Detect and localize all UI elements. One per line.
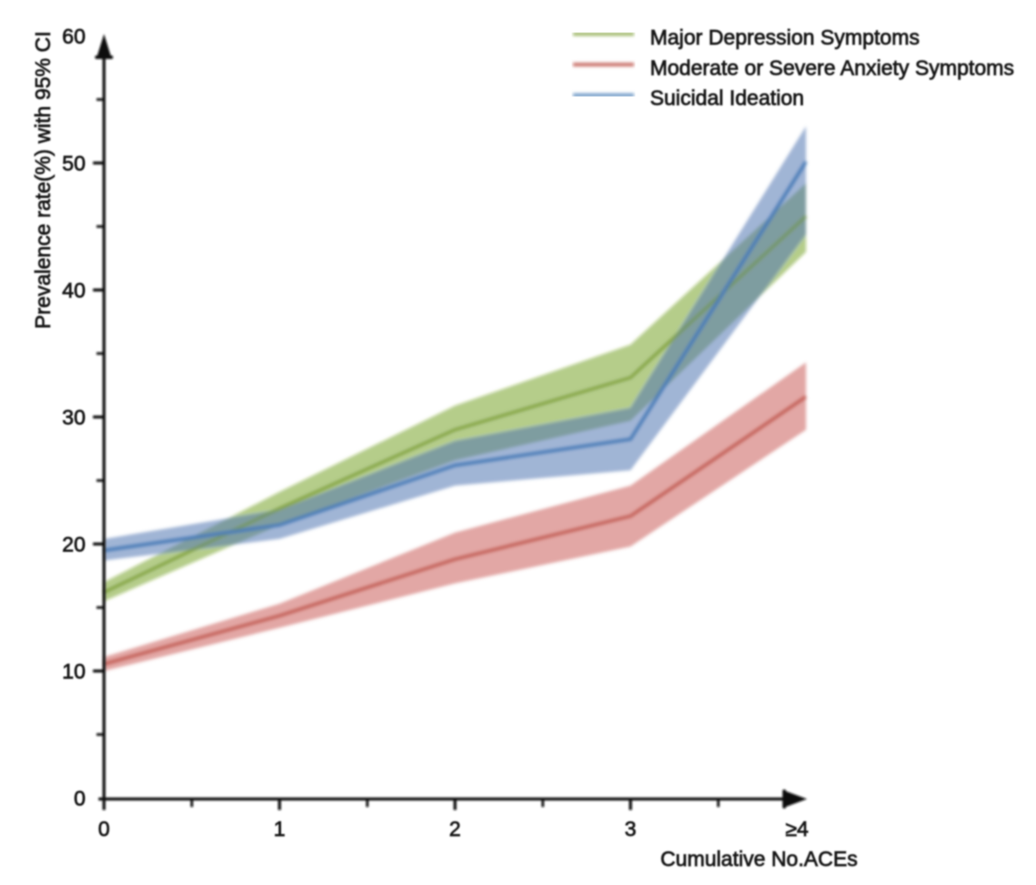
svg-text:Cumulative No.ACEs: Cumulative No.ACEs: [660, 848, 857, 871]
svg-text:Major Depression Symptoms: Major Depression Symptoms: [650, 27, 920, 50]
svg-text:≥4: ≥4: [785, 818, 809, 841]
svg-text:2: 2: [449, 818, 461, 841]
svg-text:30: 30: [62, 407, 85, 430]
svg-text:0: 0: [74, 788, 86, 811]
svg-text:0: 0: [98, 818, 110, 841]
svg-text:60: 60: [62, 26, 85, 49]
svg-text:40: 40: [62, 280, 85, 303]
svg-text:10: 10: [62, 661, 85, 684]
svg-text:1: 1: [274, 818, 286, 841]
svg-text:50: 50: [62, 153, 85, 176]
svg-text:Prevalence rate(%) with 95% CI: Prevalence rate(%) with 95% CI: [32, 31, 55, 329]
svg-text:Suicidal Ideation: Suicidal Ideation: [650, 87, 804, 110]
svg-text:Moderate or Severe Anxiety Sym: Moderate or Severe Anxiety Symptoms: [650, 57, 1014, 80]
svg-text:20: 20: [62, 534, 85, 557]
svg-text:3: 3: [625, 818, 637, 841]
